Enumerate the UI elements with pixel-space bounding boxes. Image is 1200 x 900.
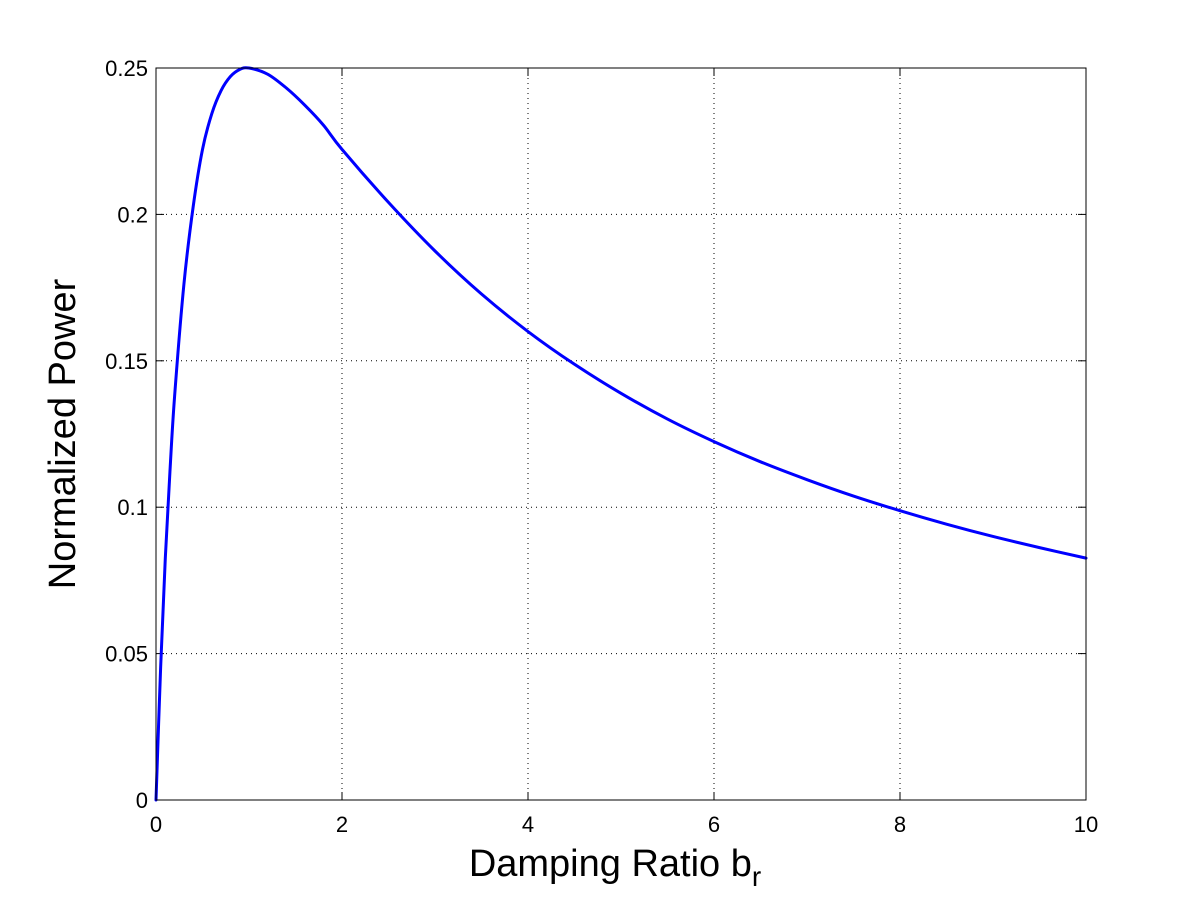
x-tick-label: 8: [894, 812, 906, 837]
y-tick-label: 0.2: [117, 202, 148, 227]
plot-area: [154, 66, 1088, 802]
y-tick-label: 0.25: [105, 56, 148, 81]
ticks: [155, 67, 1087, 801]
x-axis-label: Damping Ratio br: [469, 843, 761, 892]
y-tick-label: 0.1: [117, 495, 148, 520]
y-tick-label: 0.05: [105, 642, 148, 667]
x-tick-label: 10: [1074, 812, 1098, 837]
y-axis-label: Normalized Power: [42, 278, 84, 589]
y-tick-label: 0: [136, 788, 148, 813]
x-axis-label-subscript: r: [752, 861, 761, 892]
x-axis-label-main: Damping Ratio b: [469, 843, 752, 885]
x-tick-labels: 0 2 4 6 8 10: [150, 812, 1098, 837]
plot-frame: [155, 67, 1087, 801]
y-tick-labels: 0 0.05 0.1 0.15 0.2 0.25: [105, 56, 148, 813]
y-tick-label: 0.15: [105, 349, 148, 374]
x-tick-label: 0: [150, 812, 162, 837]
series-line: [154, 66, 1088, 802]
x-tick-label: 2: [336, 812, 348, 837]
x-tick-label: 6: [708, 812, 720, 837]
grid: [156, 68, 1086, 800]
x-tick-label: 4: [522, 812, 534, 837]
